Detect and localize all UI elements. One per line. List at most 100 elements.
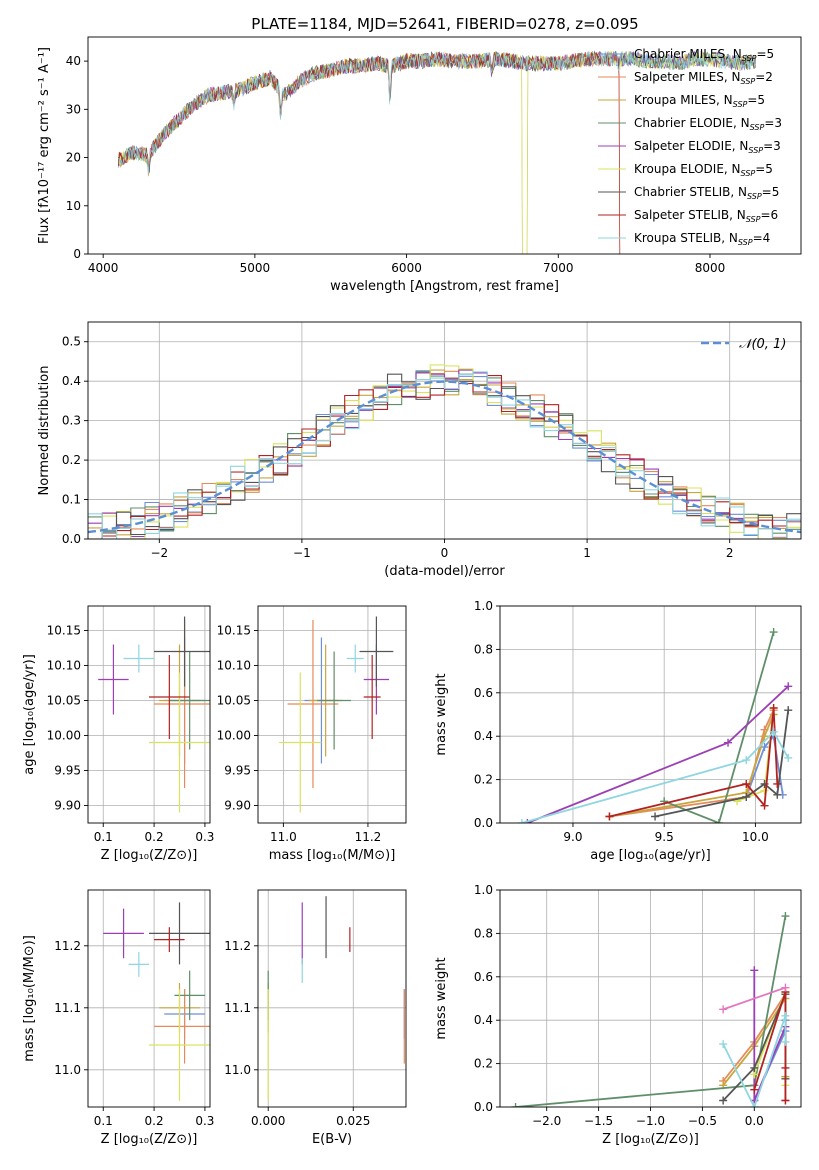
y-tick-label: 11.2 [224, 939, 251, 953]
plot-area [117, 50, 756, 254]
legend: Chabrier MILES, NSSP=5 Salpeter MILES, NS… [598, 47, 782, 247]
y-tick-label: 0.8 [474, 926, 493, 940]
weight-marker [714, 819, 723, 823]
y-tick-label: 0.8 [474, 642, 493, 656]
weight-line [521, 730, 789, 823]
plot-area [267, 896, 405, 1101]
y-tick-label: 10.00 [47, 729, 81, 743]
spectrum-line [118, 50, 756, 173]
y-axis-label: mass weight [434, 673, 449, 755]
x-tick-label: 0.025 [336, 1114, 370, 1128]
weight-marker [769, 727, 778, 736]
x-tick-label: −1.0 [636, 1114, 665, 1128]
y-tick-label: 20 [66, 151, 81, 165]
x-axis-label: age [log₁₀(age/yr)] [590, 848, 711, 863]
y-tick-label: 0.6 [474, 686, 493, 700]
y-tick-label: 9.90 [54, 799, 81, 813]
weight-marker [784, 706, 793, 715]
x-tick-label: 9.0 [563, 830, 582, 844]
weight-marker [750, 1063, 759, 1072]
y-tick-label: 30 [66, 102, 81, 116]
y-tick-label: 40 [66, 54, 81, 68]
y-tick-label: 10.10 [217, 659, 251, 673]
weight-marker [781, 912, 790, 921]
y-tick-label: 0.0 [474, 1100, 493, 1114]
x-tick-label: 11.2 [355, 830, 382, 844]
weight-marker [773, 779, 782, 788]
weight-line [722, 1015, 787, 1107]
plot-area [103, 902, 210, 1101]
y-tick-label: 10.10 [47, 659, 81, 673]
weight-marker [769, 628, 778, 637]
legend-label: Salpeter MILES, NSSP=2 [634, 70, 773, 86]
chart-mass_vs_EBV: 0.000 0.025 11.0 11.1 11.2 E(B-V) [224, 889, 407, 1147]
plot-area [88, 364, 801, 539]
y-tick-label: 11.0 [224, 1063, 251, 1077]
x-tick-label: −2.0 [532, 1114, 561, 1128]
axes-frame [87, 889, 211, 1108]
weight-marker [742, 792, 751, 801]
weight-marker [750, 1085, 759, 1094]
x-tick-label: −1.5 [584, 1114, 613, 1128]
y-tick-label: 10.00 [217, 729, 251, 743]
weight-marker [781, 1037, 790, 1046]
x-tick-label: 11.0 [270, 830, 297, 844]
plot-area [511, 912, 790, 1107]
x-tick-label: 4000 [88, 261, 119, 275]
weight-line [722, 986, 786, 1011]
weight-line [663, 631, 775, 823]
x-axis-label: Z [log₁₀(Z/Z⊙)] [101, 848, 198, 863]
weight-marker [781, 1096, 790, 1105]
weight-marker [651, 812, 660, 821]
weight-marker [724, 738, 733, 747]
weight-marker [781, 983, 790, 992]
legend-label: 𝒩(0, 1) [739, 337, 786, 352]
weight-marker [781, 1011, 790, 1020]
x-tick-label: −2 [150, 546, 168, 560]
chart-residuals: 𝒩(0, 1) −2 −1 0 1 2 0.0 0.1 0.2 0.3 0.4 0.5 (data-mo… [37, 321, 802, 579]
chart-age_vs_Z: 0.1 0.2 0.3 9.90 9.95 10.00 10.05 10.10 10.15 Z [… [22, 605, 214, 863]
axes-frame [257, 889, 407, 1108]
y-tick-label: 0.4 [474, 1013, 493, 1027]
chart-weight_vs_Z: −2.0 −1.5 −1.0 −0.5 0.0 0.0 0.2 0.4 0.6 0.8 1.0 Z [… [434, 883, 802, 1147]
x-tick-label: 9.5 [655, 830, 674, 844]
y-tick-label: 0.1 [62, 493, 81, 507]
legend-label: Chabrier STELIB, NSSP=5 [634, 185, 779, 201]
weight-marker [750, 1103, 759, 1107]
legend-label: Kroupa STELIB, NSSP=4 [634, 231, 770, 247]
y-tick-label: 0.0 [62, 532, 81, 546]
x-tick-label: 0.3 [195, 1114, 214, 1128]
y-tick-label: 10.05 [47, 694, 81, 708]
legend-label: Chabrier ELODIE, NSSP=3 [634, 116, 782, 132]
spectrum-line [118, 50, 756, 174]
weight-marker [781, 1063, 790, 1072]
legend: 𝒩(0, 1) [701, 337, 786, 352]
weight-marker [769, 703, 778, 712]
y-tick-label: 10.15 [217, 624, 251, 638]
figure-title: PLATE=1184, MJD=52641, FIBERID=0278, z=0… [251, 15, 638, 33]
x-tick-label: 0.1 [94, 1114, 113, 1128]
weight-line [609, 714, 775, 818]
weight-marker [784, 682, 793, 691]
weight-marker [511, 1103, 520, 1107]
weight-marker [719, 1096, 728, 1105]
y-tick-label: 0.2 [474, 773, 493, 787]
y-tick-label: 0.4 [474, 729, 493, 743]
x-tick-label: 1 [583, 546, 591, 560]
y-tick-label: 11.2 [54, 939, 81, 953]
weight-marker [760, 801, 769, 810]
y-tick-label: 9.95 [54, 764, 81, 778]
weight-marker [605, 812, 614, 821]
y-tick-label: 0.4 [62, 374, 81, 388]
legend-label: Kroupa ELODIE, NSSP=5 [634, 162, 773, 178]
y-axis-label: age [log₁₀(age/yr)] [22, 654, 37, 775]
y-tick-label: 10 [66, 199, 81, 213]
x-tick-label: 0.0 [745, 1114, 764, 1128]
x-axis-label: (data-model)/error [384, 564, 505, 579]
y-tick-label: 0.5 [62, 335, 81, 349]
x-tick-label: 0.3 [195, 830, 214, 844]
y-tick-label: 0.2 [474, 1057, 493, 1071]
y-tick-label: 10.05 [217, 694, 251, 708]
